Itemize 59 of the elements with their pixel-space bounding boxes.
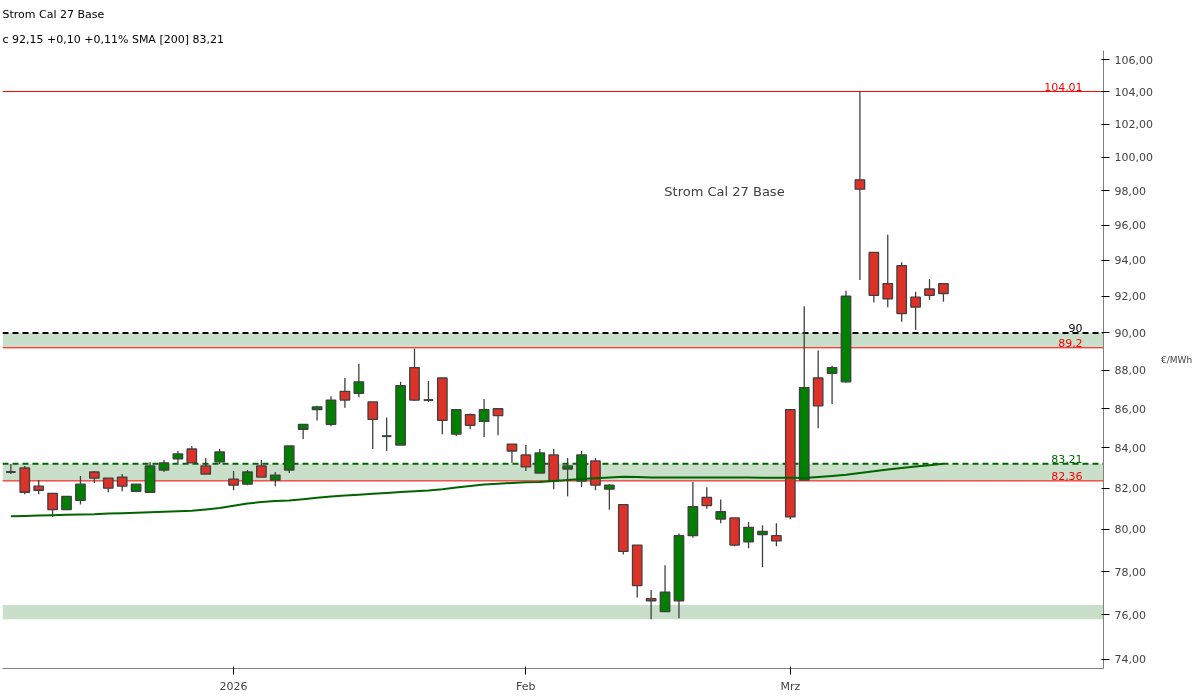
candlestick: [701, 486, 713, 510]
candlestick: [938, 282, 949, 303]
chart-title: Strom Cal 27 Base: [2, 7, 105, 21]
y-tick-label: 80,00: [1114, 523, 1146, 537]
x-tick-label: Mrz: [780, 679, 801, 693]
ref-line-label: 104,01: [1044, 80, 1083, 94]
candlestick: [5, 463, 17, 475]
candlestick: [520, 444, 532, 472]
y-tick-label: 98,00: [1114, 184, 1146, 198]
y-tick-label: 92,00: [1114, 290, 1146, 304]
candlestick: [47, 492, 58, 518]
ref-line-label: 83,21: [1051, 452, 1083, 466]
candlestick: [367, 401, 379, 450]
y-tick-label: 104,00: [1114, 85, 1153, 99]
candlestick: [534, 448, 546, 474]
candlestick: [380, 416, 393, 452]
y-tick-label: 78,00: [1114, 565, 1146, 579]
ref-line-label: 82,36: [1051, 469, 1083, 483]
chart-subtitle: c 92,15 +0,10 +0,11% SMA [200] 83,21: [2, 32, 224, 46]
y-tick-label: 76,00: [1114, 608, 1146, 622]
ref-line-label: 90: [1068, 321, 1083, 335]
y-tick-label: 100,00: [1114, 151, 1153, 165]
candlestick: [771, 522, 782, 547]
candlestick: [854, 90, 866, 281]
candlestick: [228, 470, 239, 491]
candlestick: [882, 234, 894, 308]
y-tick-label: 88,00: [1114, 364, 1146, 378]
candlestick: [659, 564, 671, 613]
candlestick: [715, 498, 727, 524]
candlestick: [422, 380, 435, 403]
y-tick-label: 94,00: [1114, 254, 1146, 268]
candlestick: [311, 405, 323, 422]
candlestick: [478, 398, 490, 438]
x-tick-label: Feb: [516, 679, 536, 693]
y-tick-label: 86,00: [1114, 402, 1146, 416]
candlestick: [603, 483, 615, 511]
y-tick-label: 74,00: [1114, 653, 1146, 667]
y-tick-label: 106,00: [1114, 53, 1153, 67]
candlestick: [492, 408, 504, 436]
y-axis-title: €/MWh: [1160, 354, 1193, 365]
y-tick-label: 82,00: [1114, 482, 1146, 496]
candlestick: [283, 445, 295, 474]
candlestick: [339, 377, 351, 409]
ref-line-label: 89,2: [1058, 336, 1083, 350]
y-tick-label: 84,00: [1114, 442, 1146, 455]
candlestick: [743, 521, 754, 549]
x-tick-label: 2026: [219, 679, 248, 693]
candlestick: [826, 365, 838, 405]
candlestick: [506, 443, 518, 464]
annotation: Strom Cal 27 Base: [664, 183, 785, 199]
y-tick-label: 96,00: [1114, 219, 1146, 233]
candlestick: [924, 278, 935, 301]
candlestick: [757, 524, 768, 569]
candlestick: [562, 457, 573, 498]
y-tick-label: 102,00: [1114, 118, 1153, 132]
candlestick: [910, 291, 921, 331]
y-tick-label: 90,00: [1114, 326, 1146, 340]
candlestick: [353, 363, 365, 398]
candlestick: [75, 475, 86, 506]
